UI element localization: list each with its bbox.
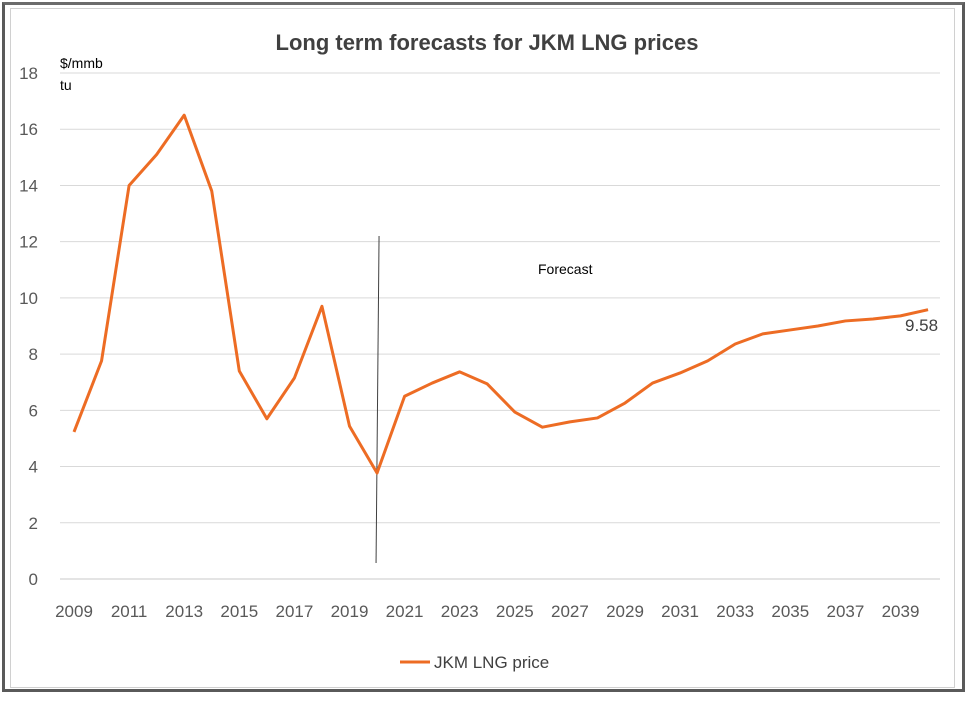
x-tick-label: 2023 — [441, 602, 479, 621]
y-tick-label: 6 — [29, 401, 38, 420]
x-tick-label: 2021 — [386, 602, 424, 621]
y-axis-unit-line1: $/mmb — [60, 55, 103, 71]
forecast-annotation: Forecast — [538, 261, 593, 277]
y-tick-label: 10 — [19, 289, 38, 308]
forecast-divider-line — [375, 235, 380, 564]
x-tick-label: 2037 — [826, 602, 864, 621]
data-label-last: 9.58 — [905, 316, 938, 335]
y-tick-label: 12 — [19, 233, 38, 252]
x-tick-label: 2025 — [496, 602, 534, 621]
x-tick-label: 2011 — [111, 602, 148, 621]
y-tick-label: 0 — [29, 570, 38, 589]
legend-label: JKM LNG price — [434, 653, 549, 672]
x-tick-label: 2031 — [661, 602, 699, 621]
x-tick-label: 2029 — [606, 602, 644, 621]
x-tick-label: 2027 — [551, 602, 589, 621]
y-tick-label: 2 — [29, 514, 38, 533]
y-axis-unit-line2: tu — [60, 77, 72, 93]
y-tick-label: 16 — [19, 120, 38, 139]
y-tick-label: 4 — [29, 458, 38, 477]
x-tick-label: 2009 — [55, 602, 93, 621]
y-tick-label: 8 — [29, 345, 38, 364]
x-tick-label: 2035 — [771, 602, 809, 621]
x-tick-label: 2015 — [220, 602, 258, 621]
chart-window-frame — [2, 2, 965, 692]
y-tick-label: 18 — [19, 64, 38, 83]
x-tick-label: 2039 — [882, 602, 920, 621]
x-tick-label: 2017 — [275, 602, 313, 621]
x-tick-label: 2019 — [331, 602, 369, 621]
x-tick-label: 2013 — [165, 602, 203, 621]
x-tick-label: 2033 — [716, 602, 754, 621]
series-line-jkm-lng-price — [72, 113, 929, 475]
y-tick-label: 14 — [19, 176, 38, 195]
chart-title: Long term forecasts for JKM LNG prices — [276, 30, 699, 55]
chart-area-border — [10, 8, 955, 688]
